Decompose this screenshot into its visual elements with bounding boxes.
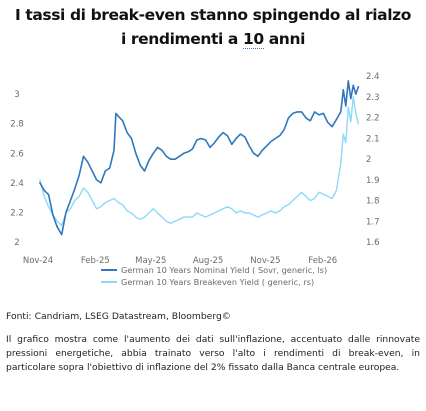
chart-legend: German 10 Years Nominal Yield ( Sovr, ge… bbox=[101, 265, 327, 287]
chart-title: I tassi di break-even stanno spingendo a… bbox=[0, 3, 426, 51]
right-axis-tick-label: 1.9 bbox=[366, 176, 380, 186]
x-axis-tick-label: Feb-26 bbox=[308, 256, 337, 266]
legend-label: German 10 Years Nominal Yield ( Sovr, ge… bbox=[121, 265, 327, 275]
right-axis-tick-label: 2.4 bbox=[366, 72, 380, 82]
x-axis-tick-label: Aug-25 bbox=[193, 256, 223, 266]
description-text: Il grafico mostra come l'aumento dei dat… bbox=[6, 334, 420, 373]
left-axis-tick-label: 2.8 bbox=[10, 120, 24, 130]
left-axis-tick-label: 2.2 bbox=[10, 208, 24, 218]
left-axis: 2 2.2 2.4 2.6 2.8 3 bbox=[10, 90, 24, 248]
right-axis: 1.6 1.7 1.8 1.9 2 2.1 2.2 2.3 2.4 bbox=[366, 72, 380, 248]
left-axis-tick-label: 2.4 bbox=[10, 179, 24, 189]
series-lines bbox=[39, 80, 360, 236]
chart-title-line2-pre: i rendimenti a bbox=[120, 30, 243, 48]
x-axis-tick-label: Nov-25 bbox=[250, 256, 280, 266]
right-axis-tick-label: 1.8 bbox=[366, 197, 380, 207]
x-axis-tick-label: Feb-25 bbox=[81, 256, 110, 266]
chart-title-line1: I tassi di break-even stanno spingendo a… bbox=[14, 6, 412, 24]
right-axis-tick-label: 2 bbox=[366, 155, 371, 165]
chart-title-line2-post: anni bbox=[263, 30, 306, 48]
x-axis-tick-label: May-25 bbox=[135, 256, 166, 266]
right-axis-tick-label: 2.1 bbox=[366, 134, 380, 144]
legend-label: German 10 Years Breakeven Yield ( generi… bbox=[121, 277, 314, 287]
x-axis: Nov-24 Feb-25 May-25 Aug-25 Nov-25 Feb-26 bbox=[23, 256, 337, 266]
right-axis-tick-label: 1.6 bbox=[366, 238, 380, 248]
source-text: Fonti: Candriam, LSEG Datastream, Bloomb… bbox=[6, 311, 231, 322]
left-axis-tick-label: 2 bbox=[14, 238, 19, 248]
right-axis-tick-label: 2.2 bbox=[366, 114, 380, 124]
breakeven-yield-line bbox=[39, 96, 359, 227]
chart-title-line2: i rendimenti a 10 anni bbox=[0, 27, 426, 51]
yield-chart: 2 2.2 2.4 2.6 2.8 3 1.6 1.7 1.8 1.9 2 2.1 2.2 2.3 2.4… bbox=[10, 72, 380, 287]
nominal-yield-line bbox=[39, 80, 360, 236]
left-axis-tick-label: 3 bbox=[14, 90, 19, 100]
left-axis-tick-label: 2.6 bbox=[10, 149, 24, 159]
chart-title-line2-number: 10 bbox=[242, 30, 264, 49]
x-axis-tick-label: Nov-24 bbox=[23, 256, 53, 266]
right-axis-tick-label: 2.3 bbox=[366, 93, 380, 103]
right-axis-tick-label: 1.7 bbox=[366, 217, 380, 227]
